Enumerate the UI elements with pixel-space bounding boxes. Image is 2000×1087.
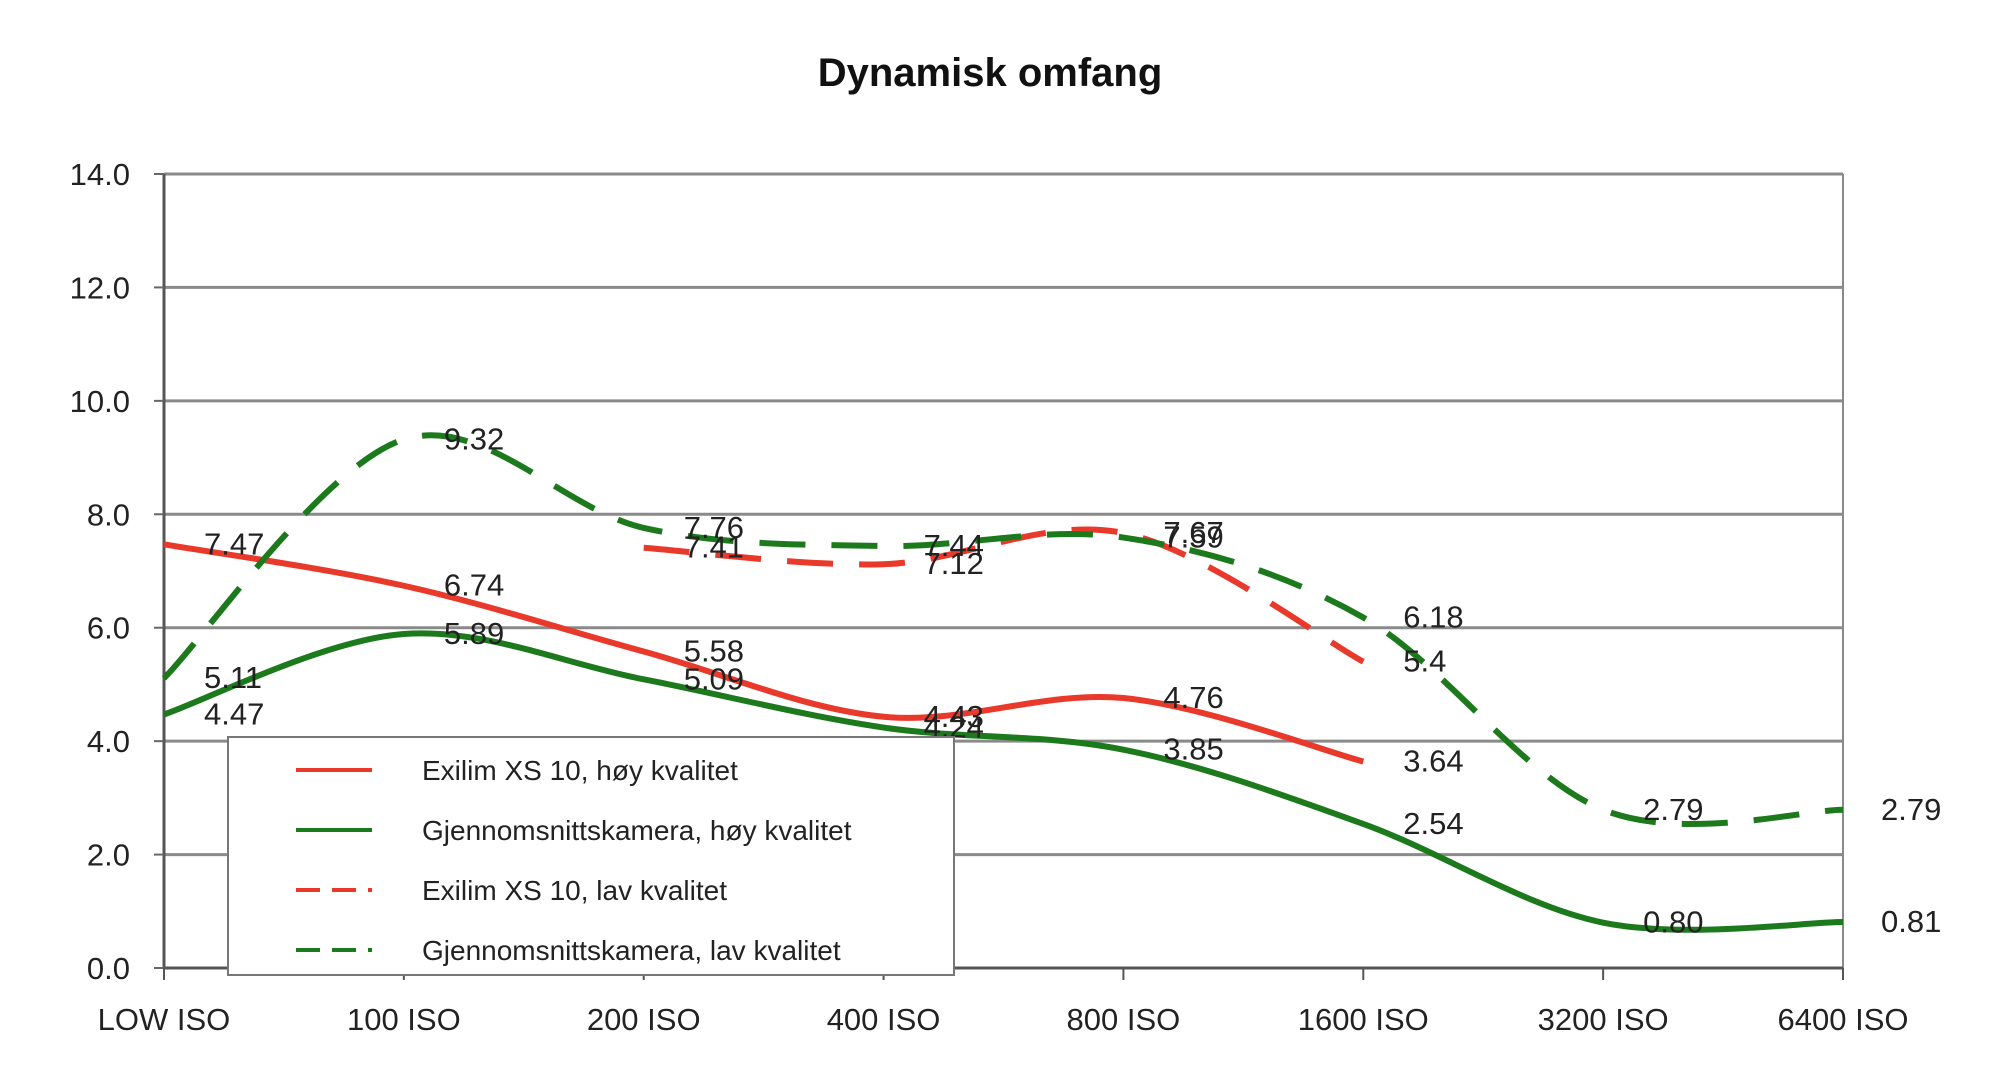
series-line-2	[163, 630, 1844, 933]
x-tick-label: 1600 ISO	[1298, 1002, 1429, 1037]
chart-title: Dynamisk omfang	[818, 51, 1163, 95]
data-label: 3.85	[1163, 732, 1223, 767]
data-label: 6.18	[1403, 600, 1463, 635]
legend: Exilim XS 10, høy kvalitet Gjennomsnittsk…	[227, 736, 955, 976]
x-tick-label: 6400 ISO	[1778, 1002, 1909, 1037]
x-tick-label: LOW ISO	[98, 1002, 231, 1037]
data-label: 7.12	[924, 546, 984, 581]
data-label: 2.54	[1403, 806, 1463, 841]
legend-label-4: Gjennomsnittskamera, lav kvalitet	[422, 935, 841, 966]
data-label: 7.67	[1163, 515, 1223, 550]
data-labels: 7.476.745.584.434.763.644.475.895.094.24…	[204, 421, 1941, 939]
data-label: 5.4	[1403, 644, 1446, 679]
x-tick-label: 3200 ISO	[1538, 1002, 1669, 1037]
series-line-4	[161, 432, 1844, 827]
legend-box	[227, 736, 955, 976]
x-axis-ticks: LOW ISO 100 ISO 200 ISO 400 ISO 800 ISO 1600 …	[98, 968, 1909, 1037]
data-label: 5.58	[684, 634, 744, 669]
legend-label-1: Exilim XS 10, høy kvalitet	[422, 755, 738, 786]
x-tick-label: 100 ISO	[347, 1002, 461, 1037]
y-axis-ticks: 0.0 2.0 4.0 6.0 8.0 10.0 12.0 14.0	[70, 157, 164, 986]
legend-label-2: Gjennomsnittskamera, høy kvalitet	[422, 815, 852, 846]
data-label: 7.47	[204, 526, 264, 561]
series-lines	[161, 432, 1844, 933]
data-label: 7.76	[684, 510, 744, 545]
y-tick-label: 4.0	[87, 724, 130, 759]
data-label: 7.59	[1163, 520, 1223, 555]
y-tick-label: 8.0	[87, 497, 130, 532]
x-tick-label: 400 ISO	[827, 1002, 941, 1037]
x-tick-label: 200 ISO	[587, 1002, 701, 1037]
data-label: 4.43	[924, 699, 984, 734]
data-label: 5.09	[684, 661, 744, 696]
data-label: 9.32	[444, 421, 504, 456]
y-tick-label: 12.0	[70, 270, 130, 305]
y-tick-label: 2.0	[87, 838, 130, 873]
data-label: 2.79	[1881, 792, 1941, 827]
y-tick-label: 14.0	[70, 157, 130, 192]
y-tick-label: 10.0	[70, 384, 130, 419]
data-label: 0.80	[1643, 905, 1703, 940]
data-label: 7.44	[924, 528, 984, 563]
series-line-3	[643, 526, 1365, 665]
data-label: 5.11	[204, 660, 262, 695]
y-tick-label: 0.0	[87, 951, 130, 986]
y-tick-label: 6.0	[87, 611, 130, 646]
data-label: 6.74	[444, 568, 504, 603]
x-tick-label: 800 ISO	[1067, 1002, 1181, 1037]
series-line-1	[163, 541, 1365, 765]
data-label: 5.89	[444, 616, 504, 651]
legend-label-3: Exilim XS 10, lav kvalitet	[422, 875, 727, 906]
data-label: 4.47	[204, 696, 264, 731]
data-label: 0.81	[1881, 904, 1941, 939]
data-label: 4.76	[1163, 680, 1223, 715]
data-label: 7.41	[684, 530, 744, 565]
data-label: 3.64	[1403, 744, 1463, 779]
data-label: 2.79	[1643, 792, 1703, 827]
